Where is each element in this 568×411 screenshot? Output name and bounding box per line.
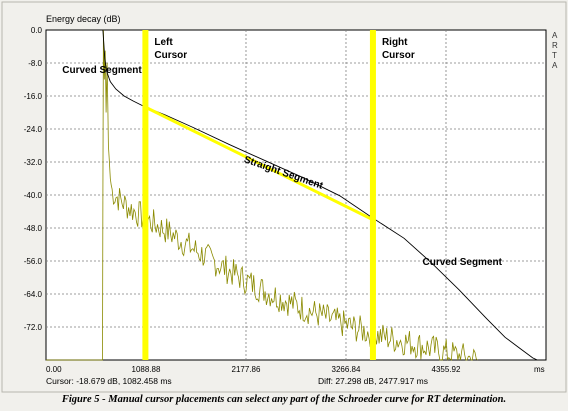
diff-readout: Diff: 27.298 dB, 2477.917 ms: [318, 376, 428, 386]
x-tick-label: 1088.88: [132, 365, 161, 374]
cursor-readout: Cursor: -18.679 dB, 1082.458 ms: [46, 376, 172, 386]
figure-caption: Figure 5 - Manual cursor placements can …: [61, 394, 507, 405]
x-tick-label: 4355.92: [432, 365, 461, 374]
x-tick-label: 0.00: [46, 365, 62, 374]
right-cursor-label: Cursor: [382, 50, 415, 61]
chart-title: Energy decay (dB): [46, 14, 121, 24]
left-cursor[interactable]: [142, 30, 149, 360]
schroeder-curve-line: [46, 29, 538, 361]
y-tick-label: -24.0: [24, 125, 43, 134]
left-cursor-label: Cursor: [154, 50, 187, 61]
arta-letter: A: [552, 31, 558, 40]
y-tick-label: -16.0: [24, 92, 43, 101]
y-tick-label: -40.0: [24, 191, 43, 200]
left-cursor-label: Left: [154, 37, 173, 48]
y-tick-label: 0.0: [31, 26, 43, 35]
impulse-response-line: [46, 29, 478, 361]
y-tick-label: -8.0: [28, 59, 42, 68]
y-tick-label: -56.0: [24, 257, 43, 266]
arta-letter: R: [552, 41, 558, 50]
y-tick-label: -72.0: [24, 323, 43, 332]
x-tick-label: 2177.86: [232, 365, 261, 374]
y-tick-label: -64.0: [24, 290, 43, 299]
arta-letter: A: [552, 61, 558, 70]
x-tick-label: 3266.84: [332, 365, 361, 374]
right-cursor[interactable]: [369, 30, 376, 360]
y-tick-label: -48.0: [24, 224, 43, 233]
annotation-curved-segment-bottom: Curved Segment: [422, 257, 502, 268]
right-cursor-label: Right: [382, 37, 408, 48]
straight-segment-line: [144, 105, 374, 222]
annotation-curved-segment-top: Curved Segment: [62, 65, 142, 76]
arta-letter: T: [552, 51, 557, 60]
x-unit-label: ms: [534, 365, 545, 374]
y-tick-label: -32.0: [24, 158, 43, 167]
